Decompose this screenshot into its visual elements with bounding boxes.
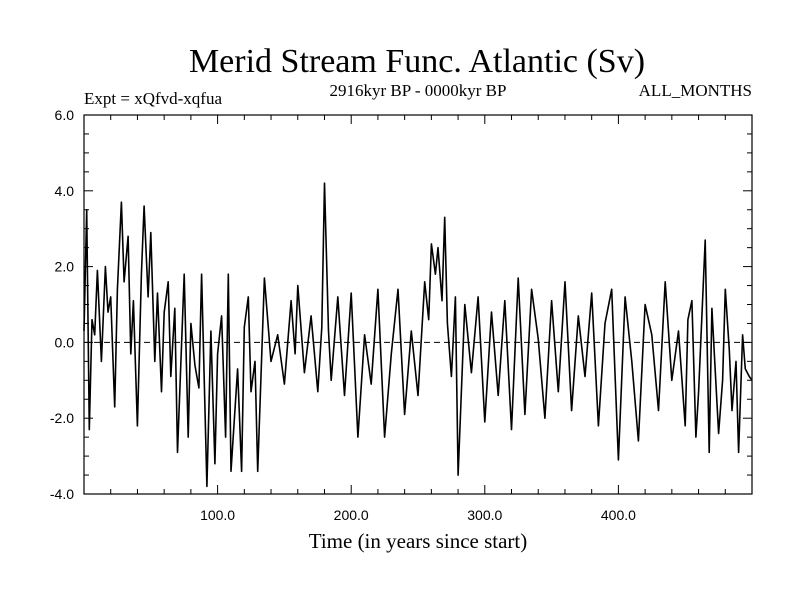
y-tick-label: 2.0 — [55, 259, 75, 275]
y-tick-label: -4.0 — [50, 486, 74, 502]
x-axis: 100.0 200.0 300.0 400.0 — [200, 507, 636, 523]
series-line — [83, 182, 753, 488]
y-tick-label: 6.0 — [55, 107, 75, 123]
x-axis-label: Time (in years since start) — [309, 529, 528, 553]
y-tick-label: 0.0 — [55, 334, 75, 350]
x-tick-label: 300.0 — [467, 507, 502, 523]
x-tick-label: 100.0 — [200, 507, 235, 523]
axis-ticks — [84, 114, 752, 495]
x-tick-label: 200.0 — [334, 507, 369, 523]
y-tick-label: -2.0 — [50, 410, 74, 426]
chart-title: Merid Stream Func. Atlantic (Sv) — [189, 43, 645, 80]
y-tick-label: 4.0 — [55, 183, 75, 199]
x-tick-label: 400.0 — [601, 507, 636, 523]
chart-subtitle-center: 2916kyr BP - 0000kyr BP — [330, 81, 507, 100]
chart-subtitle-right: ALL_MONTHS — [639, 81, 752, 100]
chart-subtitle-left: Expt = xQfvd-xqfua — [84, 89, 222, 108]
y-axis: -4.0 -2.0 0.0 2.0 4.0 6.0 — [50, 107, 74, 502]
